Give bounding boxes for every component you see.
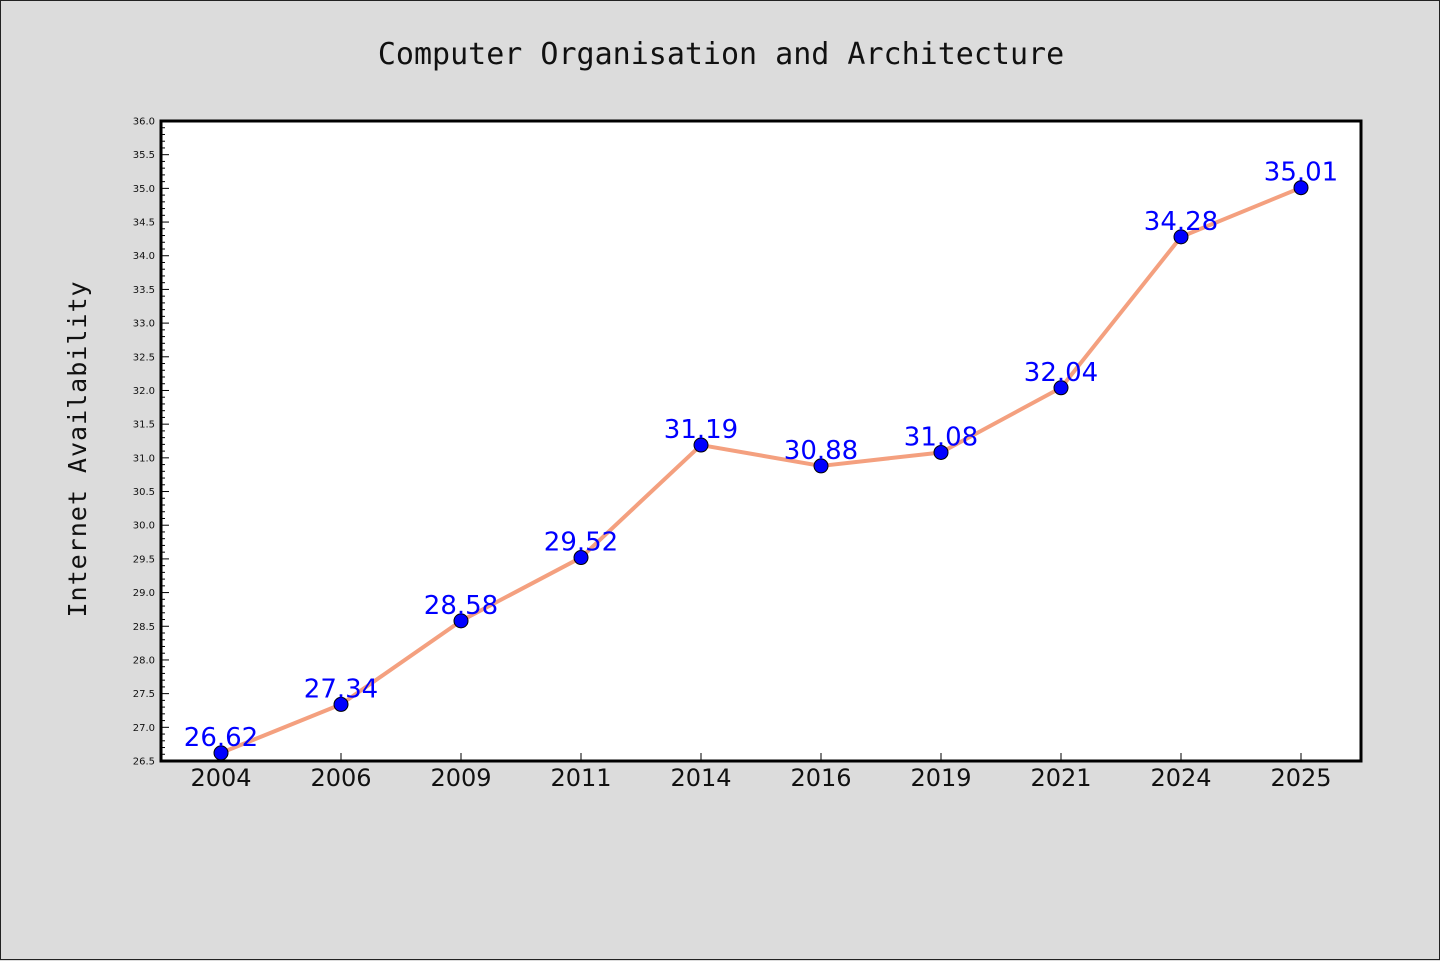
- data-point: [333, 696, 349, 712]
- y-tick-label: 28.5: [133, 622, 155, 633]
- y-tick-label: 32.5: [133, 352, 155, 363]
- y-tick-label: 29.0: [133, 588, 155, 599]
- data-label: 35.01: [1264, 158, 1338, 188]
- series-line: [219, 185, 1303, 755]
- y-tick-label: 34.0: [133, 251, 155, 262]
- data-label: 28.58: [424, 591, 498, 621]
- x-tick-label: 2004: [190, 764, 251, 792]
- y-axis-label: Internet Availability: [63, 280, 92, 617]
- data-label: 27.34: [304, 674, 378, 704]
- data-label: 34.28: [1144, 207, 1218, 237]
- y-tick-label: 31.0: [133, 453, 155, 464]
- series-layer: 26.62 27.34 28.58 29.52 31.19 30.88 31.08 32.04…: [184, 158, 1338, 761]
- y-tick-label: 27.5: [133, 689, 155, 700]
- y-tick-label: 35.0: [133, 184, 155, 195]
- data-point: [1053, 380, 1069, 396]
- data-label: 29.52: [544, 528, 618, 558]
- data-label: 31.08: [904, 422, 978, 452]
- data-point: [573, 550, 589, 566]
- x-tick-label: 2009: [430, 764, 491, 792]
- y-tick-label: 33.0: [133, 319, 155, 330]
- x-tick-label: 2024: [1150, 764, 1211, 792]
- y-tick-label: 33.5: [133, 285, 155, 296]
- x-tick-label: 2025: [1270, 764, 1331, 792]
- y-tick-label: 30.0: [133, 521, 155, 532]
- plot-border: [159, 119, 1363, 763]
- y-tick-label: 28.0: [133, 655, 155, 666]
- data-label: 32.04: [1024, 358, 1098, 388]
- data-point: [813, 458, 829, 474]
- y-tick-label: 34.5: [133, 218, 155, 229]
- y-tick-label: 31.5: [133, 420, 155, 431]
- plot-area: [161, 121, 1361, 761]
- x-tick-label: 2021: [1030, 764, 1091, 792]
- data-point: [1173, 229, 1189, 245]
- data-point: [693, 437, 709, 453]
- y-tick-label: 26.5: [133, 757, 155, 768]
- data-label: 26.62: [184, 723, 258, 753]
- data-label: 30.88: [784, 436, 858, 466]
- x-tick-label: 2016: [790, 764, 851, 792]
- x-tick-label: 2014: [670, 764, 731, 792]
- x-tick-label: 2011: [550, 764, 611, 792]
- y-tick-label: 29.5: [133, 554, 155, 565]
- x-tick-label: 2006: [310, 764, 371, 792]
- y-tick-label: 32.0: [133, 386, 155, 397]
- y-tick-label: 27.0: [133, 723, 155, 734]
- data-point: [933, 444, 949, 460]
- y-tick-label: 35.5: [133, 150, 155, 161]
- y-tick-label: 30.5: [133, 487, 155, 498]
- data-label: 31.19: [664, 415, 738, 445]
- data-point: [1293, 180, 1309, 196]
- x-tick-label: 2019: [910, 764, 971, 792]
- y-tick-label: 36.0: [133, 117, 155, 128]
- chart-title: Computer Organisation and Architecture: [378, 37, 1064, 72]
- data-point: [453, 613, 469, 629]
